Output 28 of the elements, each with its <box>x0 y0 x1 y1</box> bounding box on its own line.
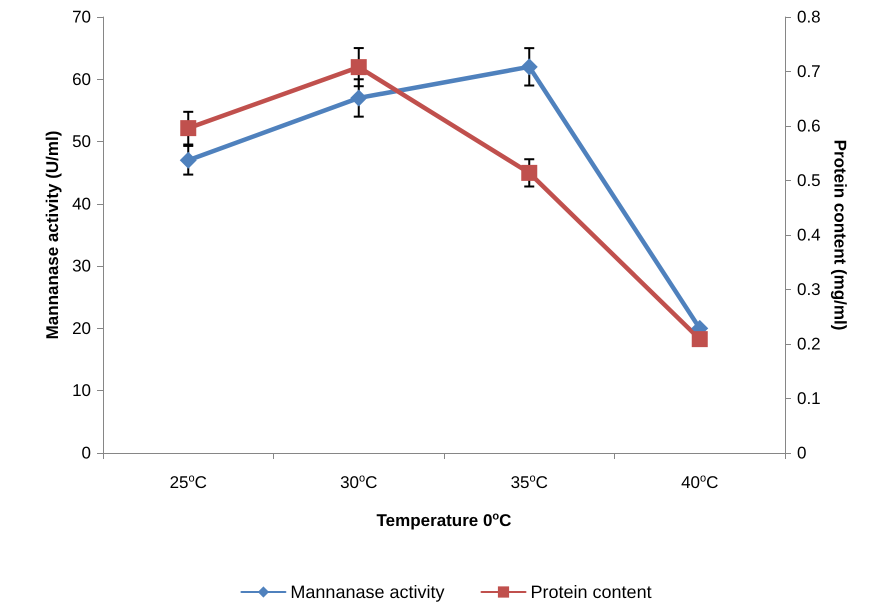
y-tick-label: 10 <box>72 381 91 400</box>
legend-label: Mannanase activity <box>290 582 445 602</box>
y2-tick-label: 0 <box>797 444 806 462</box>
y-tick-label: 0 <box>82 444 91 462</box>
y2-tick-label: 0.1 <box>797 389 821 408</box>
y-tick-label: 30 <box>72 256 91 276</box>
y-tick-label: 20 <box>72 318 91 338</box>
y-tick-label: 60 <box>72 70 91 89</box>
point <box>521 164 538 181</box>
y-axis-title: Mannanase activity (U/ml) <box>43 130 62 340</box>
point <box>180 152 197 169</box>
y2-tick-label: 0.8 <box>797 8 821 26</box>
point <box>692 331 708 348</box>
point <box>350 59 367 76</box>
y-tick-label: 50 <box>72 132 91 152</box>
y-tick-label: 70 <box>72 8 91 26</box>
y2-tick-label: 0.4 <box>797 226 821 244</box>
y2-tick-label: 0.2 <box>797 334 821 354</box>
y2-axis-title: Protein content (mg/ml) <box>830 140 850 330</box>
point <box>350 89 368 106</box>
y-tick-label: 40 <box>72 194 91 214</box>
legend-label: Protein content <box>530 582 652 602</box>
point <box>520 58 538 76</box>
point <box>180 120 196 136</box>
y2-tick-label: 0.3 <box>797 280 821 299</box>
y2-tick-label: 0.5 <box>797 171 821 190</box>
y2-tick-label: 0.6 <box>797 116 821 136</box>
y2-tick-label: 0.7 <box>797 62 821 81</box>
